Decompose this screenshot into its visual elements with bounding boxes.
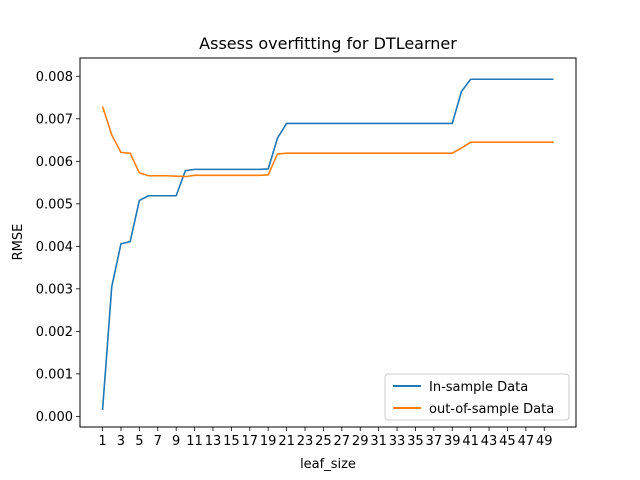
y-tick-label: 0.000 <box>36 410 73 425</box>
x-tick-label: 39 <box>444 434 461 449</box>
x-tick-label: 25 <box>315 434 332 449</box>
x-tick-label: 3 <box>117 434 125 449</box>
y-tick-label: 0.004 <box>36 240 73 255</box>
x-tick-label: 45 <box>499 434 516 449</box>
x-tick-label: 9 <box>172 434 180 449</box>
y-axis-label: RMSE <box>11 224 26 261</box>
x-tick-label: 23 <box>297 434 314 449</box>
x-tick-label: 29 <box>352 434 369 449</box>
x-tick-label: 33 <box>389 434 406 449</box>
x-tick-label: 19 <box>260 434 277 449</box>
series-layer <box>101 78 554 411</box>
series-line-in-sample-data <box>101 78 554 411</box>
x-axis-label: leaf_size <box>300 457 356 472</box>
y-tick-label: 0.002 <box>36 325 73 340</box>
axes-frame <box>79 57 577 428</box>
y-axis-ticks: 0.000 0.001 0.002 0.003 0.004 0.005 0.006 0.007… <box>36 70 80 425</box>
legend-box <box>384 373 570 421</box>
y-tick-label: 0.001 <box>36 367 73 382</box>
y-tick-label: 0.008 <box>36 70 73 85</box>
series-line-out-of-sample-data <box>101 106 554 178</box>
x-tick-label: 35 <box>407 434 424 449</box>
x-tick-label: 13 <box>205 434 222 449</box>
x-tick-label: 17 <box>242 434 259 449</box>
legend-label-in-sample: In-sample Data <box>429 380 528 395</box>
legend-label-out-of-sample: out-of-sample Data <box>429 402 554 417</box>
x-tick-label: 43 <box>481 434 498 449</box>
legend: In-sample Data out-of-sample Data <box>384 373 570 421</box>
x-tick-label: 41 <box>462 434 479 449</box>
chart-title: Assess overfitting for DTLearner <box>199 34 457 53</box>
y-tick-label: 0.007 <box>36 112 73 127</box>
x-tick-label: 11 <box>186 434 203 449</box>
y-tick-label: 0.006 <box>36 155 73 170</box>
y-tick-label: 0.005 <box>36 197 73 212</box>
x-tick-label: 37 <box>426 434 443 449</box>
y-tick-label: 0.003 <box>36 282 73 297</box>
x-tick-label: 21 <box>278 434 295 449</box>
x-tick-label: 31 <box>370 434 387 449</box>
x-axis-ticks: 1 3 5 7 9 11 13 15 17 19 21 23 25 27 29 31 33 35 37 39 41 43 4… <box>98 427 553 449</box>
x-tick-label: 5 <box>135 434 143 449</box>
x-tick-label: 1 <box>98 434 106 449</box>
x-tick-label: 7 <box>154 434 162 449</box>
x-tick-label: 49 <box>536 434 553 449</box>
x-tick-label: 27 <box>334 434 351 449</box>
x-tick-label: 15 <box>223 434 240 449</box>
x-tick-label: 47 <box>518 434 535 449</box>
